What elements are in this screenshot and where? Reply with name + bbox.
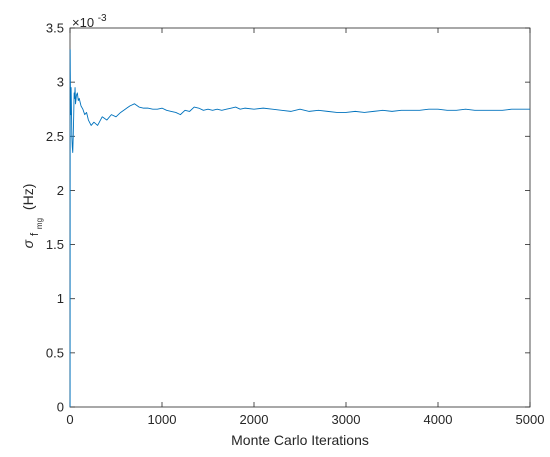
x-axis-label: Monte Carlo Iterations: [231, 432, 369, 448]
y-tick-label: 3: [57, 75, 64, 90]
y-tick-label: 0: [57, 400, 64, 415]
y-axis: 0 0.5 1 1.5 2 2.5 3 3.5: [46, 21, 530, 415]
y-exponent-label: ×10 -3: [72, 13, 107, 30]
x-tick-label: 4000: [424, 412, 453, 427]
y-exponent-power: -3: [98, 13, 107, 24]
y-exponent-base: ×10: [72, 15, 94, 30]
y-axis-label-subsub: mg: [35, 218, 44, 229]
plot-frame: [69, 27, 531, 408]
x-tick-label: 5000: [516, 412, 545, 427]
y-tick-label: 1: [57, 291, 64, 306]
x-tick-label: 2000: [240, 412, 269, 427]
x-tick-label: 3000: [332, 412, 361, 427]
x-tick-label: 1000: [148, 412, 177, 427]
plot-area-border: [69, 27, 531, 408]
y-axis-label-unit: (Hz): [20, 184, 36, 210]
y-tick-label: 2: [57, 183, 64, 198]
y-axis-label: σ f mg (Hz): [20, 184, 45, 249]
y-tick-label: 0.5: [46, 345, 64, 360]
svg-text:σ f mg (Hz): σ f mg (Hz): [20, 184, 45, 249]
x-tick-label: 0: [66, 412, 73, 427]
y-axis-label-symbol: σ: [20, 239, 36, 248]
y-axis-label-sub: f: [29, 232, 41, 236]
y-tick-label: 1.5: [46, 237, 64, 252]
series-line: [69, 49, 530, 408]
series-layer: [69, 49, 530, 408]
x-axis: 0 1000 2000 3000 4000 5000: [66, 28, 544, 427]
y-tick-label: 3.5: [46, 21, 64, 36]
y-tick-label: 2.5: [46, 129, 64, 144]
